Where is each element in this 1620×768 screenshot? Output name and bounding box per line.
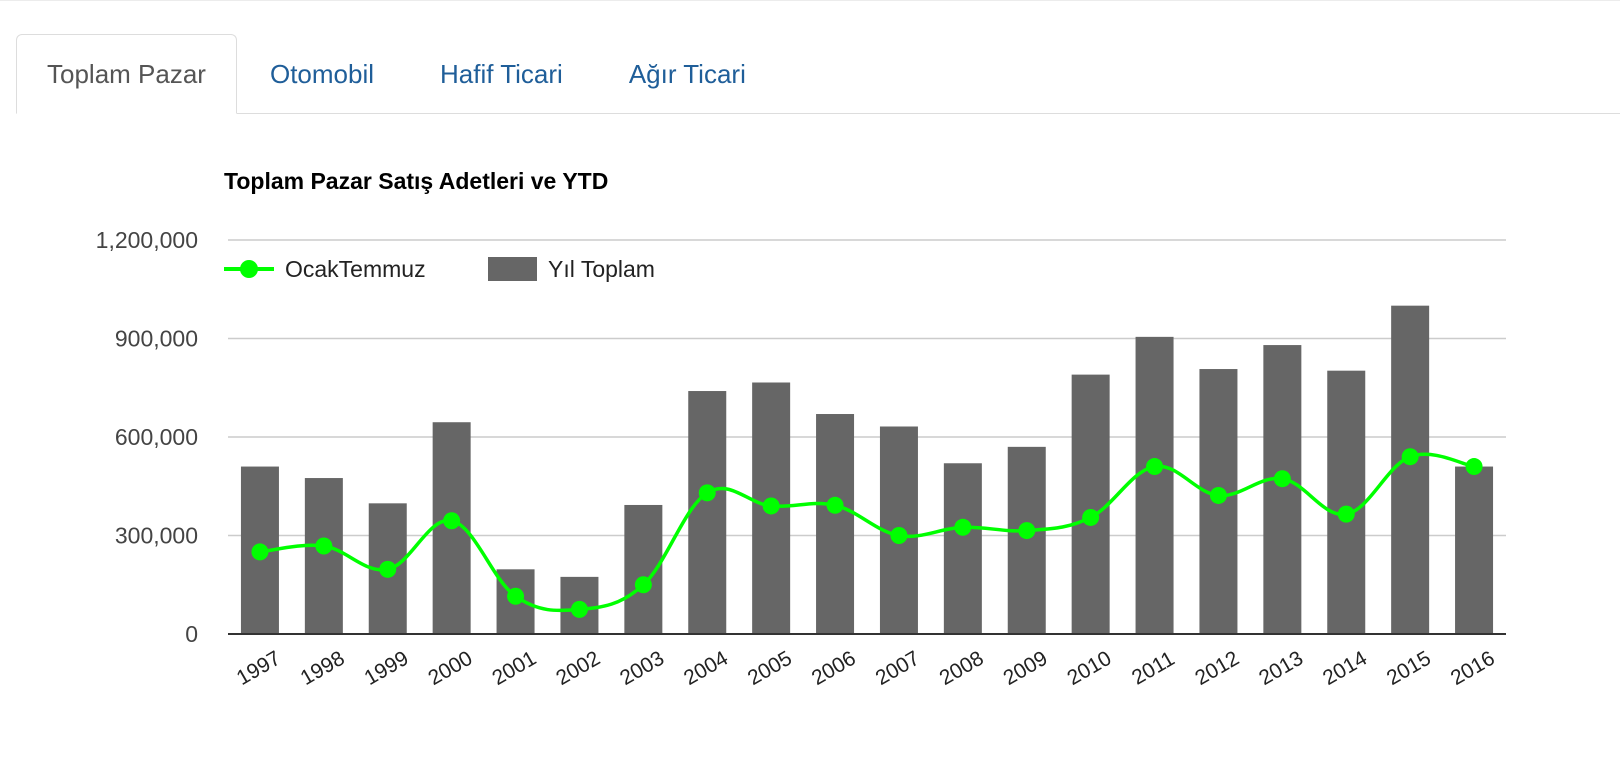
tab-toplam-pazar[interactable]: Toplam Pazar	[16, 34, 237, 114]
legend-label-yil-toplam: Yıl Toplam	[548, 256, 655, 282]
x-tick-label: 2016	[1447, 647, 1499, 690]
bar	[1071, 374, 1110, 634]
bar	[688, 391, 727, 634]
y-tick-label: 0	[185, 621, 198, 647]
x-tick-label: 2007	[872, 647, 924, 690]
x-tick-label: 2015	[1383, 647, 1435, 690]
bar	[1007, 446, 1046, 634]
x-tick-label: 2003	[616, 647, 668, 690]
x-tick-label: 2009	[1000, 647, 1052, 690]
line-point	[954, 518, 972, 536]
legend-label-ocaktemmuz: OcakTemmuz	[285, 256, 426, 282]
tab-bar: Toplam Pazar Otomobil Hafif Ticari Ağır …	[16, 34, 1620, 114]
line-point	[1082, 508, 1100, 526]
line-point	[762, 497, 780, 515]
bar	[1263, 345, 1302, 634]
y-tick-label: 900,000	[115, 326, 198, 352]
bar	[304, 478, 343, 634]
line-point	[1401, 448, 1419, 466]
line-point	[1273, 470, 1291, 488]
tab-agir-ticari[interactable]: Ağır Ticari	[628, 58, 746, 89]
x-tick-label: 1998	[297, 647, 349, 690]
x-tick-label: 2008	[936, 647, 988, 690]
legend-bar-swatch	[488, 257, 537, 281]
bar	[1455, 466, 1494, 634]
line-point	[570, 600, 588, 618]
bar	[1327, 370, 1366, 634]
x-tick-label: 2014	[1319, 647, 1371, 690]
line-point	[1337, 505, 1355, 523]
line-point	[315, 537, 333, 555]
tab-otomobil[interactable]: Otomobil	[269, 58, 375, 89]
tab-hafif-ticari[interactable]: Hafif Ticari	[440, 58, 563, 89]
chart-title: Toplam Pazar Satış Adetleri ve YTD	[224, 168, 608, 194]
x-tick-label: 2006	[808, 647, 860, 690]
x-tick-label: 2002	[552, 647, 604, 690]
x-tick-label: 1997	[233, 647, 285, 690]
sales-chart: Toplam Pazar Satış Adetleri ve YTD 0 300,…	[96, 168, 1506, 690]
line-point	[1209, 486, 1227, 504]
line-point	[251, 543, 269, 561]
legend: OcakTemmuz Yıl Toplam	[224, 256, 655, 282]
bar	[943, 463, 982, 634]
y-tick-label: 600,000	[115, 424, 198, 450]
line-point	[634, 576, 652, 594]
y-tick-label: 300,000	[115, 523, 198, 549]
line-point	[507, 587, 525, 605]
x-tick-label: 2004	[680, 647, 732, 690]
x-tick-label: 2000	[424, 647, 476, 690]
x-tick-label: 2013	[1255, 647, 1307, 690]
x-tick-label: 1999	[361, 647, 413, 690]
top-divider	[0, 0, 1620, 1]
bar	[1391, 305, 1430, 634]
bar-series	[240, 305, 1494, 634]
line-point	[1146, 458, 1164, 476]
line-point	[1465, 458, 1483, 476]
x-tick-label: 2010	[1063, 647, 1115, 690]
line-point	[890, 527, 908, 544]
chart-container: Toplam Pazar Satış Adetleri ve YTD 0 300,…	[0, 130, 1620, 750]
legend-line-marker	[240, 260, 258, 278]
line-series	[251, 448, 1483, 618]
bar	[1135, 336, 1174, 634]
line-point	[379, 560, 397, 578]
x-tick-label: 2012	[1191, 647, 1243, 690]
line-point	[826, 496, 844, 514]
line-point	[698, 484, 716, 502]
bar	[816, 414, 855, 634]
x-tick-label: 2001	[488, 647, 540, 690]
grid-lines	[228, 239, 1506, 537]
line-point	[443, 512, 461, 530]
line-point	[1018, 522, 1036, 540]
x-tick-label: 2005	[744, 647, 796, 690]
x-tick-label: 2011	[1128, 647, 1179, 690]
y-tick-label: 1,200,000	[96, 227, 198, 253]
